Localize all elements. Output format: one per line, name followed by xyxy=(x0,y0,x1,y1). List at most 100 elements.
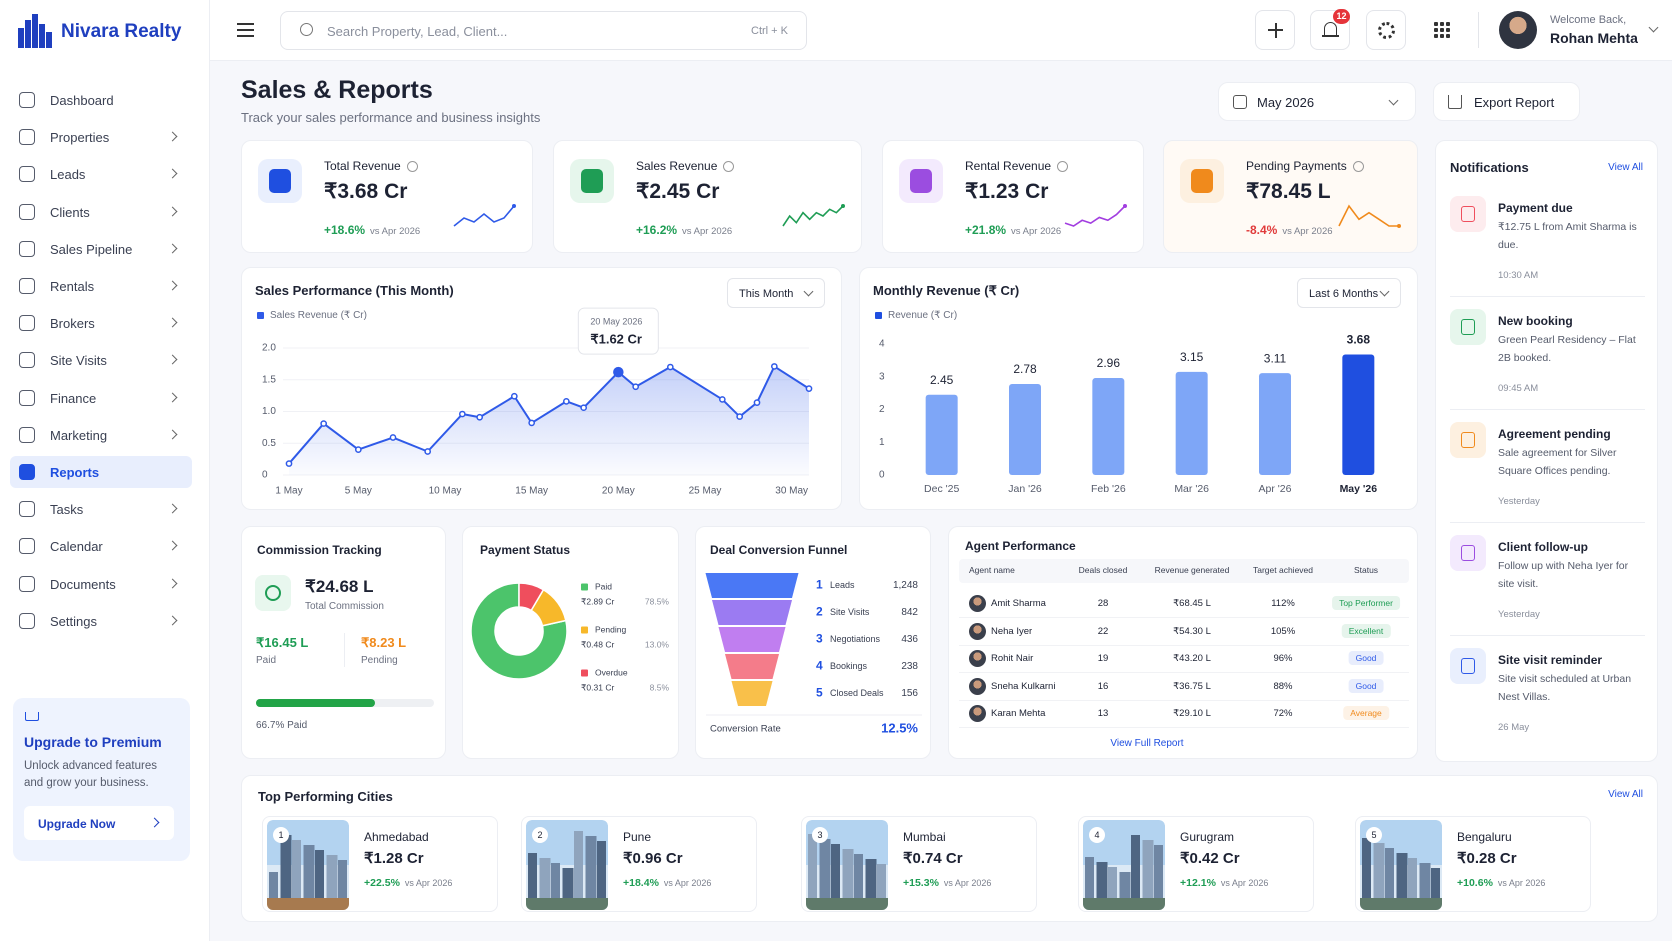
city-change-row: +10.6% vs Apr 2026 xyxy=(1457,877,1545,889)
notification-icon-inner xyxy=(1461,206,1475,222)
city-compare: vs Apr 2026 xyxy=(663,878,712,888)
nav-item[interactable]: Marketing xyxy=(10,419,192,451)
period-selector[interactable]: May 2026 xyxy=(1218,82,1416,121)
city-change: +18.4% xyxy=(623,877,659,889)
building xyxy=(1108,867,1117,900)
stage-value: 842 xyxy=(901,607,918,618)
view-full-report-link[interactable]: View Full Report xyxy=(1110,738,1184,749)
card-title: Monthly Revenue (₹ Cr) xyxy=(873,283,1020,298)
kpi-value: ₹1.23 Cr xyxy=(965,180,1049,203)
rank-badge xyxy=(1089,827,1105,843)
add-button[interactable] xyxy=(1255,10,1295,50)
filter-dropdown[interactable]: This Month xyxy=(727,278,825,308)
chevron xyxy=(167,392,178,403)
nav-item[interactable]: Brokers xyxy=(10,307,192,339)
x-tick-label: May '26 xyxy=(1340,483,1378,495)
nav-label: Marketing xyxy=(50,427,108,443)
notification-title: Site visit reminder xyxy=(1498,653,1603,667)
notification-icon xyxy=(1450,196,1486,232)
sparkline xyxy=(782,205,844,227)
nav-label: Settings xyxy=(50,613,97,629)
kpi-label: Sales Revenue xyxy=(636,159,718,173)
chevron xyxy=(167,615,178,626)
app-dot xyxy=(1440,22,1444,26)
filter-dropdown[interactable]: Last 6 Months xyxy=(1297,278,1401,308)
agent-avatar xyxy=(969,650,986,667)
city-change-row: +18.4% vs Apr 2026 xyxy=(623,877,711,889)
user-name: Rohan Mehta xyxy=(1550,30,1638,46)
nav-item[interactable]: Properties xyxy=(10,121,192,153)
rank-number: 4 xyxy=(1094,830,1099,840)
nav-item[interactable]: Finance xyxy=(10,382,192,414)
segment-percent: 78.5% xyxy=(645,596,670,606)
funnel-stage xyxy=(705,573,799,598)
view-all-link[interactable]: View All xyxy=(1608,162,1643,173)
rank-badge xyxy=(812,827,828,843)
building xyxy=(585,836,597,900)
building xyxy=(819,839,831,900)
y-tick-label: 0 xyxy=(879,470,885,481)
kpi-icon-inner xyxy=(581,169,603,193)
legend-label: Paid xyxy=(595,581,612,591)
bar-value-label: 2.96 xyxy=(1097,356,1121,370)
segment-percent: 8.5% xyxy=(650,682,670,692)
nav-item[interactable]: Calendar xyxy=(10,530,192,562)
view-all-link[interactable]: View All xyxy=(1608,789,1643,800)
divider xyxy=(1450,635,1645,636)
nav-item[interactable]: Site Visits xyxy=(10,344,192,376)
stage-value: 238 xyxy=(901,661,918,672)
nav-icon xyxy=(19,575,35,592)
revenue-generated: ₹29.10 L xyxy=(1173,708,1211,719)
city-tile: 5 Bengaluru ₹0.28 Cr +10.6% vs Apr 2026 xyxy=(1355,816,1591,912)
y-tick-label: 3 xyxy=(879,371,885,382)
column-header: Target achieved xyxy=(1252,565,1314,575)
y-tick-label: 4 xyxy=(879,339,885,350)
card-title: Commission Tracking xyxy=(257,543,382,557)
point xyxy=(320,420,328,427)
graphic: 1 Leads 1,248 2 Site Visits 842 3 Negotiations 4… xyxy=(705,573,922,735)
nav-item[interactable]: Rentals xyxy=(10,270,192,302)
rank-badge xyxy=(1366,827,1382,843)
segment-amount: ₹0.48 Cr xyxy=(581,639,614,649)
point xyxy=(613,366,624,378)
x-tick-label: Dec '25 xyxy=(924,483,959,495)
notification-text: Follow up with Neha Iyer for site visit. xyxy=(1498,560,1629,590)
apps-button[interactable] xyxy=(1422,10,1462,50)
nav-item[interactable]: Leads xyxy=(10,158,192,190)
city-tile: 2 Pune ₹0.96 Cr +18.4% vs Apr 2026 xyxy=(521,816,757,912)
city-value: ₹0.42 Cr xyxy=(1180,850,1240,867)
upgrade-button[interactable]: Upgrade Now xyxy=(24,806,174,840)
search-box[interactable]: Search Property, Lead, Client... Ctrl + K xyxy=(280,11,807,50)
stage-value: 156 xyxy=(901,688,918,699)
conversion-value: 12.5% xyxy=(881,720,918,735)
nav-item[interactable]: Clients xyxy=(10,196,192,228)
nav-label: Dashboard xyxy=(50,93,114,108)
deals-closed: 28 xyxy=(1097,598,1109,609)
notifications-button[interactable]: 12 xyxy=(1310,9,1350,50)
donut-segment xyxy=(518,582,545,612)
legend-label: Overdue xyxy=(595,667,628,677)
settings-button[interactable] xyxy=(1366,10,1406,50)
nav-item[interactable]: Settings xyxy=(10,605,192,637)
city-change-row: +22.5% vs Apr 2026 xyxy=(364,877,452,889)
brand-name: Nivara Realty xyxy=(61,21,182,42)
sparkline-end xyxy=(512,204,516,208)
chevron xyxy=(167,317,178,328)
city-name: Ahmedabad xyxy=(364,830,429,844)
graphic: 2 xyxy=(526,820,608,910)
nav-item[interactable]: Dashboard xyxy=(10,84,192,116)
point xyxy=(770,363,778,370)
point xyxy=(354,446,362,453)
nav-item[interactable]: Documents xyxy=(10,568,192,600)
x-tick-label: Mar '26 xyxy=(1174,483,1209,495)
funnel-stage xyxy=(725,654,779,679)
nav-item[interactable]: Sales Pipeline xyxy=(10,233,192,265)
chevron xyxy=(167,206,178,217)
bell xyxy=(1324,22,1337,36)
rank-number: 2 xyxy=(537,830,542,840)
logo-bar xyxy=(46,32,52,48)
nav-item[interactable]: Tasks xyxy=(10,493,192,525)
export-button[interactable]: Export Report xyxy=(1433,82,1580,121)
divider xyxy=(1478,12,1479,48)
nav-item[interactable]: Reports xyxy=(10,456,192,488)
